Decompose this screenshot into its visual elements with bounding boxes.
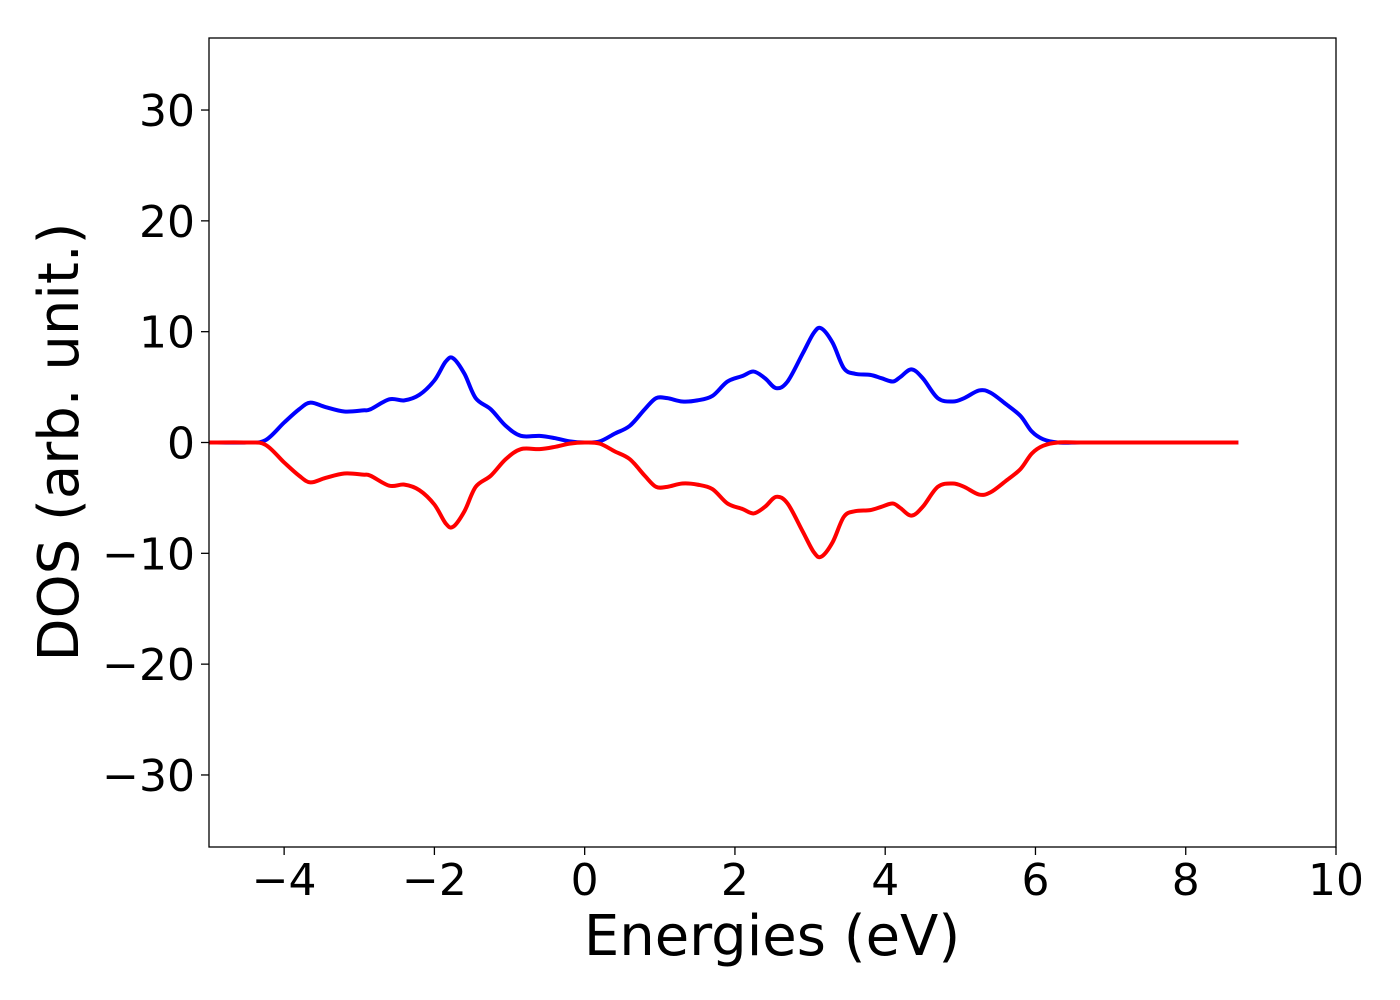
x-tick-label: −4 (252, 855, 317, 906)
y-tick-label: 30 (139, 86, 195, 137)
x-tick-label: 8 (1172, 855, 1200, 906)
y-axis-label: DOS (arb. unit.) (27, 222, 92, 661)
x-axis: −4 −2 0 2 4 6 8 10 (252, 847, 1364, 906)
x-tick-label: 0 (571, 855, 599, 906)
y-tick-label: 0 (167, 419, 195, 470)
y-tick-label: −20 (102, 640, 195, 691)
x-tick-label: 6 (1021, 855, 1049, 906)
series-line-1 (208, 325, 1239, 445)
y-axis: −30 −20 −10 0 10 20 30 (102, 86, 209, 802)
x-tick-label: −2 (402, 855, 467, 906)
series-line-2 (208, 440, 1239, 560)
y-tick-label: 20 (139, 197, 195, 248)
y-tick-label: −10 (102, 529, 195, 580)
x-tick-label: 2 (721, 855, 749, 906)
x-axis-label: Energies (eV) (584, 904, 960, 969)
x-tick-label: 10 (1308, 855, 1364, 906)
y-tick-label: −30 (102, 751, 195, 802)
series-layer (208, 325, 1239, 560)
x-tick-label: 4 (871, 855, 899, 906)
y-tick-label: 10 (139, 308, 195, 359)
